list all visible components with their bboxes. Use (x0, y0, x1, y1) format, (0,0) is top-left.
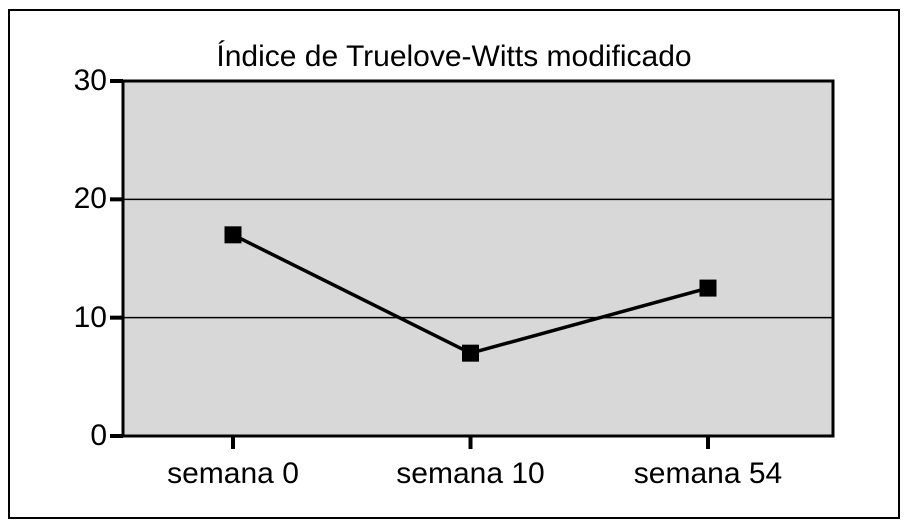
y-axis-label: 30 (73, 64, 107, 97)
x-axis-label: semana 54 (633, 457, 783, 490)
plot-background (123, 81, 833, 436)
data-point-marker (224, 226, 242, 244)
data-point-marker (699, 279, 717, 297)
x-axis-label: semana 10 (396, 457, 545, 490)
y-axis-label: 20 (73, 182, 107, 216)
data-point-marker (462, 344, 479, 362)
chart-title: Índice de Truelove-Witts modificado (216, 40, 692, 73)
y-axis-label: 0 (90, 419, 107, 452)
plot-border (121, 79, 835, 438)
x-axis-label: semana 0 (167, 457, 299, 490)
y-axis-label: 10 (73, 300, 107, 334)
figure-frame (8, 9, 900, 519)
